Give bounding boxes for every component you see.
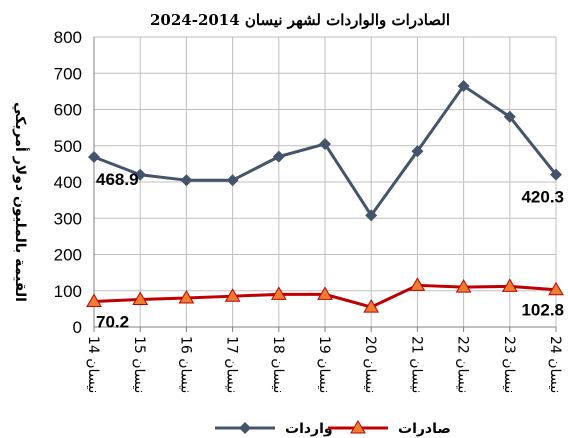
x-tick-label-7: نيسان 21 [408,336,424,393]
y-tick-label-2: 200 [54,246,82,265]
series-0 [88,79,562,222]
y-tick-label-6: 600 [54,101,82,120]
x-tick-label-1: نيسان 15 [131,336,147,393]
data-labels: 468.9 420.3 70.2 102.8 [96,170,564,332]
series-0-point-0 [88,151,100,164]
chart-title: الصادرات والواردات لشهر نيسان 2014-2024 [150,11,450,29]
series-1 [86,277,564,313]
series [86,79,564,313]
legend-item-0: واردات [215,421,333,437]
x-tick-label-4: نيسان 18 [270,336,286,393]
series-1-point-1 [132,291,149,305]
legend-label-0: واردات [285,421,333,437]
axes [93,37,557,332]
x-tick-label-2: نيسان 16 [177,336,193,393]
series-0-point-2 [180,174,193,187]
x-tick-label-10: نيسان 24 [547,336,563,393]
x-tick-label-8: نيسان 22 [455,336,471,393]
x-axis-ticks: نيسان 14 نيسان 15 نيسان 16 نيسان 17 نيسان 18… [85,336,563,393]
x-tick-label-9: نيسان 23 [501,336,517,393]
series-1-point-4 [270,286,287,300]
series-1-point-9 [501,278,518,292]
y-tick-label-0: 0 [73,318,82,337]
x-tick-label-5: نيسان 19 [316,336,332,393]
gridlines [94,36,557,327]
y-tick-label-5: 500 [54,137,82,156]
data-label-3: 102.8 [521,301,564,320]
series-1-point-3 [224,288,241,302]
series-1-point-2 [178,290,195,304]
data-label-1: 420.3 [521,188,564,207]
x-tick-label-3: نيسان 17 [224,336,240,393]
x-tick-label-6: نيسان 20 [362,336,378,393]
series-0-point-8 [457,79,470,92]
series-1-point-10 [548,281,564,296]
y-axis-label: القيمة بالمليون دولار أمريكي [12,102,30,302]
legend-item-1: صادرات [328,420,451,437]
data-label-2: 70.2 [96,313,129,332]
series-0-point-3 [226,174,239,187]
series-0-point-6 [365,209,378,222]
series-0-point-5 [319,137,331,150]
data-label-0: 468.9 [96,170,139,189]
series-0-point-1 [134,168,147,181]
series-0-point-10 [550,168,562,181]
y-axis-ticks: 0 100 200 300 400 500 600 700 800 [54,28,82,337]
legend-label-1: صادرات [398,421,451,437]
y-tick-label-3: 300 [54,209,82,228]
series-1-point-8 [455,279,472,293]
y-tick-label-1: 100 [54,282,82,301]
y-tick-label-7: 700 [54,64,82,83]
series-0-point-4 [272,150,285,163]
y-tick-label-8: 800 [54,28,82,47]
x-tick-label-0: نيسان 14 [85,336,101,393]
series-1-point-7 [409,277,426,291]
legend-marker-1 [350,420,366,434]
series-1-point-6 [363,299,380,313]
y-tick-label-4: 400 [54,173,82,192]
series-1-point-0 [86,293,102,308]
series-0-point-7 [411,145,424,158]
series-0-point-9 [503,110,516,123]
legend-marker-0 [239,422,251,434]
series-1-point-5 [317,286,333,300]
legend: واردات صادرات [215,420,451,437]
